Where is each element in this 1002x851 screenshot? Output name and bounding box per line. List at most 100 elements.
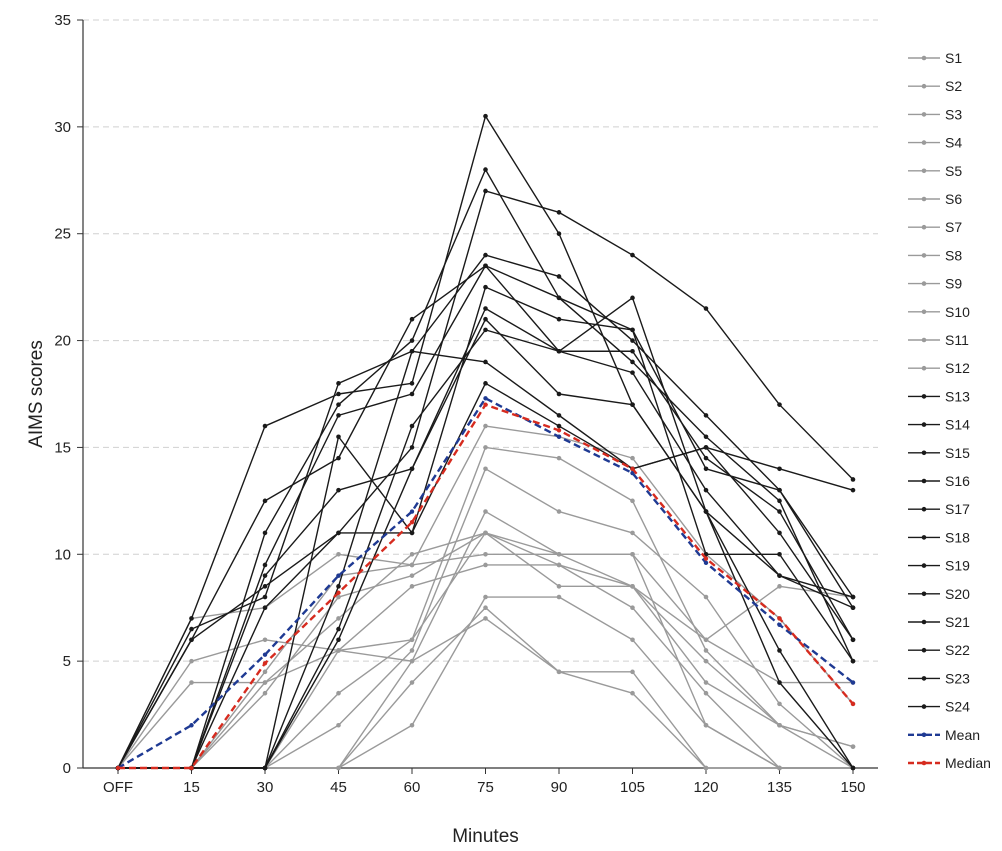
legend-marker [921,394,927,399]
legend-marker [921,253,927,258]
data-point [703,306,709,311]
data-point [703,466,709,472]
data-point [850,744,856,749]
data-point [409,658,415,664]
x-tick-label: 45 [330,779,347,796]
data-point [777,487,782,493]
data-point [189,616,194,621]
legend-item: S4 [908,135,962,151]
legend-marker [921,506,927,512]
legend-label: S20 [945,586,970,602]
data-point [336,765,341,771]
data-point [336,690,341,696]
legend-label: S7 [945,219,962,235]
data-point [556,594,562,600]
series-s24 [115,381,856,771]
legend-marker [921,168,927,174]
data-point [556,295,562,301]
legend-marker [921,704,927,709]
data-point [336,573,341,578]
legend-marker [921,647,927,653]
data-point [336,402,341,407]
legend-label: S21 [945,614,970,630]
data-point [630,669,635,675]
data-point [336,594,341,600]
data-point [556,348,562,354]
legend-marker [921,619,927,625]
data-point [556,551,562,557]
legend-label: S16 [945,473,970,489]
legend-label: S6 [945,191,962,207]
y-tick-label: 20 [54,333,71,350]
data-point [262,605,268,611]
legend-item: S21 [908,614,970,630]
legend-label: S23 [945,670,970,686]
data-point [409,680,415,685]
data-point [556,210,562,215]
data-point [777,584,782,589]
data-point [777,402,782,407]
data-point [483,509,488,514]
data-point [483,381,488,386]
y-tick-label: 15 [54,439,71,456]
data-point [336,413,341,418]
series-s21 [115,306,856,771]
legend-item: S17 [908,501,970,517]
legend-label: S4 [945,135,962,151]
series-line [118,350,854,769]
data-point [409,562,415,568]
data-point [262,530,268,536]
data-point [409,423,415,429]
data-point [409,391,415,397]
data-point [483,562,488,568]
data-point [703,637,709,643]
legend-item: S9 [908,276,962,292]
data-point [483,306,488,311]
data-point [850,637,856,643]
legend-item: S6 [908,191,962,207]
data-point [409,573,415,578]
legend-item: S18 [908,529,970,545]
y-tick-label: 0 [63,760,71,777]
legend-item: S13 [908,388,970,404]
legend-item: S12 [908,360,970,376]
data-point [262,680,268,685]
data-point [336,530,341,536]
data-point [630,370,635,375]
data-point [703,413,709,418]
data-point [483,423,488,429]
legend-item: S16 [908,473,970,489]
legend-label: S9 [945,276,962,292]
data-point [409,551,415,557]
data-point [703,445,709,450]
data-point [483,530,488,536]
data-point [630,252,635,258]
data-point [850,701,856,707]
legend-marker [921,281,927,286]
legend-item: S15 [908,445,970,461]
legend-label: S2 [945,78,962,94]
data-point [556,231,562,237]
data-point [777,680,782,685]
data-point [703,722,709,728]
legend-marker [921,535,927,540]
data-point [409,637,415,643]
data-point [483,284,488,290]
series-line [118,307,854,769]
data-point [409,648,415,653]
legend: S1 S2 S3 S4 S5 S6 S7 S8 S9 S10 S11 S12 S13 S14 S15 S16 S… [908,50,991,771]
series-s23 [115,348,856,771]
y-tick-label: 5 [63,653,71,670]
data-point [483,396,488,401]
data-point [336,487,341,493]
data-point [483,263,488,269]
data-point [409,530,415,536]
data-point [336,391,341,397]
data-point [409,381,415,386]
data-point [483,402,488,407]
x-tick-label: 105 [620,779,645,796]
legend-label: Mean [945,727,980,743]
data-point [703,509,709,514]
data-point [336,584,341,589]
